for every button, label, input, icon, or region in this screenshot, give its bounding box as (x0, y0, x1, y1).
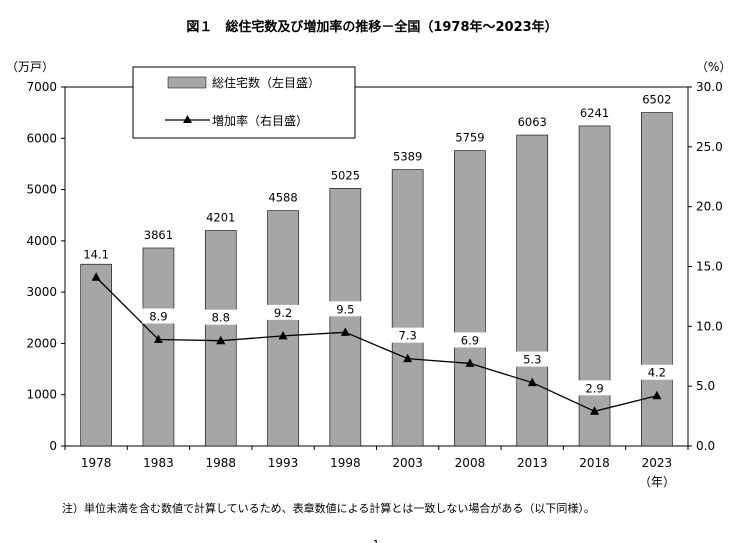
rate-value-label: 6.9 (461, 333, 479, 347)
x-axis-tick-label: 2018 (579, 456, 610, 470)
rate-marker (652, 390, 662, 400)
legend-triangle-marker (183, 115, 192, 123)
legend-bar-label: 総住宅数（左目盛） (212, 75, 320, 90)
left-axis-tick-label: 1000 (26, 388, 57, 402)
bar (454, 150, 486, 447)
rate-marker (403, 353, 413, 363)
left-axis-tick-label: 0 (49, 439, 57, 453)
bar-value-label: 4201 (206, 211, 235, 225)
bar-value-label: 5025 (331, 168, 360, 182)
footnote: 注）単位未満を含む数値で計算しているため、表章数値による計算とは一致しない場合が… (62, 501, 595, 515)
bar-value-label: 6502 (642, 93, 671, 107)
bar-value-label: 5389 (393, 150, 422, 164)
bar-value-label: 6241 (580, 106, 609, 120)
rate-value-label: 8.9 (149, 309, 167, 323)
x-axis-unit: （年） (639, 475, 675, 489)
right-axis-unit: （%） (696, 60, 731, 74)
bar (391, 169, 424, 447)
rate-label-bg (391, 327, 425, 343)
legend-bar-swatch (167, 76, 207, 89)
left-axis-tick-label: 3000 (26, 285, 57, 299)
x-axis-tick-label: 2023 (642, 456, 673, 470)
rate-value-label: 14.1 (83, 247, 109, 261)
x-axis-tick-label: 1993 (268, 456, 299, 470)
rate-marker (91, 272, 101, 281)
plot-area: 0 1000 2000 3000 4000 5000 6000 7000 0.0 5.0 10.0 1… (26, 80, 722, 470)
x-axis-tick-label: 1998 (330, 456, 361, 470)
left-axis-tick-label: 5000 (26, 183, 57, 197)
chart-title: 図１ 総住宅数及び増加率の推移－全国（1978年～2023年） (186, 19, 557, 35)
x-axis-tick-label: 1978 (81, 456, 112, 470)
x-axis-tick-label: 1988 (205, 456, 236, 470)
rate-marker (465, 358, 475, 367)
x-axis-tick-label: 2003 (392, 456, 423, 470)
left-axis-tick-label: 7000 (26, 80, 57, 94)
bar (329, 187, 362, 447)
left-axis-tick-label: 6000 (26, 131, 57, 145)
bar (267, 210, 299, 447)
right-axis-tick-label: 20.0 (696, 200, 723, 214)
rate-label-bg (328, 301, 362, 317)
rate-value-label: 2.9 (585, 381, 603, 395)
rate-label-bg (515, 351, 549, 367)
rate-label-bg (142, 308, 175, 324)
bar (80, 263, 112, 447)
rate-label-bg (75, 246, 117, 262)
rate-value-label: 8.8 (212, 311, 230, 325)
rate-value-label: 7.3 (399, 329, 417, 343)
left-axis-tick-label: 2000 (26, 336, 57, 350)
left-axis-unit: （万戸） (6, 60, 54, 74)
page-number: 1 (373, 538, 380, 543)
right-axis-tick-label: 15.0 (696, 260, 723, 274)
bar (641, 112, 673, 447)
rate-value-label: 9.5 (336, 302, 354, 316)
rate-label-bg (578, 380, 611, 396)
right-axis-tick-label: 0.0 (696, 439, 715, 453)
rate-value-label: 4.2 (648, 366, 666, 380)
rate-marker (527, 377, 537, 387)
bar (516, 134, 549, 447)
bar-value-label: 5759 (455, 131, 484, 145)
bar-value-label: 3861 (144, 228, 173, 242)
rate-marker (590, 406, 600, 415)
right-axis-tick-label: 30.0 (696, 80, 723, 94)
left-axis-tick-label: 4000 (26, 234, 57, 248)
rate-marker (216, 335, 226, 345)
rate-label-bg (204, 309, 238, 325)
bar (142, 247, 175, 447)
right-axis-tick-label: 10.0 (696, 319, 723, 333)
rate-label-bg (266, 304, 300, 320)
legend: 総住宅数（左目盛） 増加率（右目盛） (132, 66, 356, 139)
rate-marker (278, 330, 288, 340)
right-axis-tick-label: 25.0 (696, 140, 723, 154)
x-axis-tick-label: 1983 (143, 456, 174, 470)
rate-value-label: 9.2 (274, 306, 292, 320)
bar-value-label: 4588 (268, 191, 297, 205)
right-axis-tick-label: 5.0 (696, 379, 715, 393)
rate-label-bg (453, 332, 487, 348)
rate-label-bg (640, 364, 674, 380)
x-axis-tick-label: 2008 (455, 456, 486, 470)
legend-line-label: 増加率（右目盛） (212, 113, 308, 128)
rate-value-label: 5.3 (523, 353, 541, 367)
bar-value-label: 6063 (518, 115, 547, 129)
rate-marker (153, 334, 163, 343)
x-axis-tick-label: 2013 (517, 456, 548, 470)
rate-line (95, 276, 658, 412)
rate-marker (340, 327, 350, 336)
bar (578, 125, 611, 447)
